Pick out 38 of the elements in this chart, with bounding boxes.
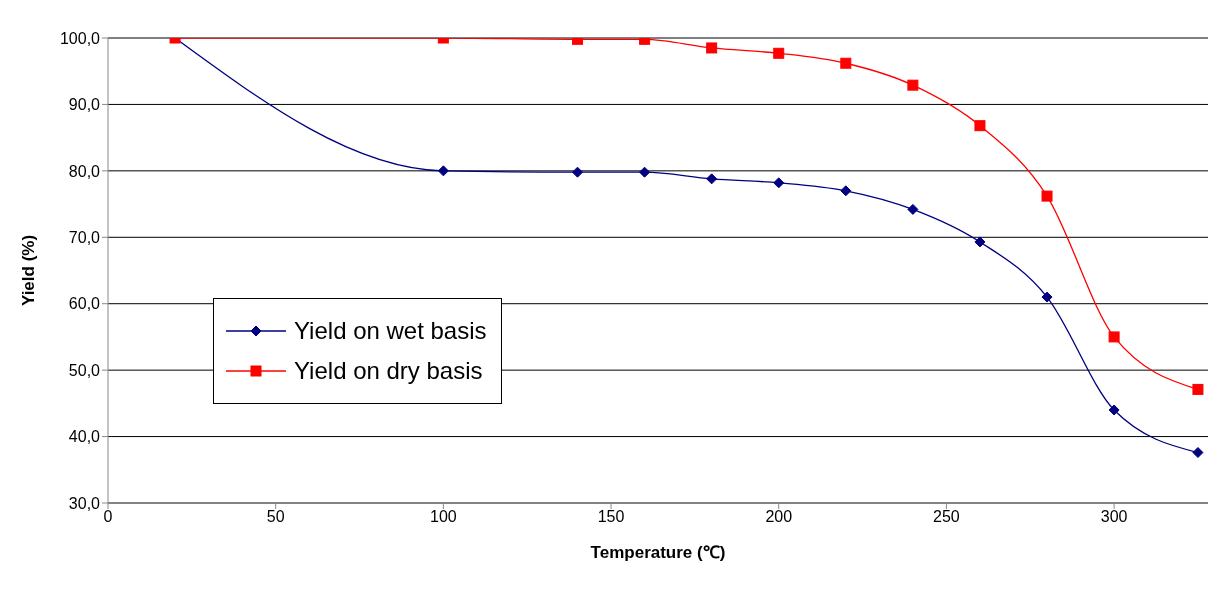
point [1192, 447, 1204, 459]
y-tick-label: 40,0 [68, 428, 101, 446]
y-tick-label: 30,0 [68, 494, 101, 512]
y-tick-label: 70,0 [68, 228, 101, 246]
point [1041, 190, 1053, 202]
point [572, 166, 584, 178]
y-tick-label: 50,0 [68, 361, 101, 379]
point [840, 185, 852, 197]
point [437, 165, 449, 177]
x-tick-label: 50 [266, 508, 285, 526]
x-axis-title: Temperature (℃) [590, 543, 726, 562]
x-tick-label: 150 [597, 508, 625, 526]
y-tick-label: 90,0 [68, 96, 101, 114]
legend-label: Yield on dry basis [294, 356, 483, 386]
y-axis-title: Yield (%) [19, 234, 39, 307]
x-tick-label: 200 [765, 508, 793, 526]
point [1041, 291, 1053, 303]
x-tick-label: 300 [1100, 508, 1128, 526]
point [974, 236, 986, 248]
point [907, 203, 919, 215]
point [773, 47, 785, 59]
x-tick-label: 100 [430, 508, 457, 526]
legend-label: Yield on wet basis [294, 316, 487, 346]
y-tick-label: 100,0 [59, 29, 101, 47]
point [974, 120, 986, 132]
point [907, 79, 919, 91]
x-tick-label: 0 [103, 508, 113, 526]
y-tick-label: 80,0 [68, 162, 101, 180]
point [1192, 383, 1204, 395]
point [773, 177, 785, 189]
y-tick-label: 60,0 [68, 295, 101, 313]
point [706, 42, 718, 54]
point [639, 166, 651, 178]
x-tick-label: 250 [933, 508, 960, 526]
point [706, 173, 718, 185]
point [840, 57, 852, 69]
point [1108, 404, 1120, 416]
point [1108, 331, 1120, 343]
